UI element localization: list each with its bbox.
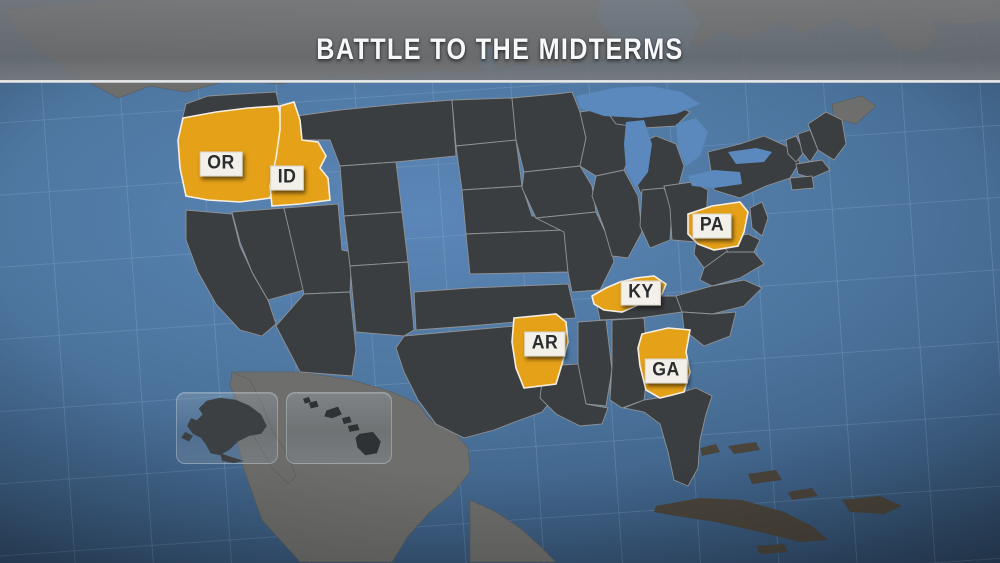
state-label-ky: KY — [620, 280, 662, 306]
inset-hawaii-map — [303, 396, 381, 456]
state-label-or: OR — [199, 151, 243, 177]
state-label-ga: GA — [644, 358, 688, 384]
page-title: BATTLE TO THE MIDTERMS — [316, 33, 684, 66]
state-label-pa: PA — [692, 213, 732, 239]
state-label-ar: AR — [524, 331, 566, 357]
inset-alaska[interactable] — [176, 392, 278, 464]
title-band: BATTLE TO THE MIDTERMS — [0, 0, 1000, 83]
state-label-id: ID — [270, 165, 304, 191]
inset-hawaii[interactable] — [286, 392, 392, 464]
inset-alaska-map — [181, 397, 267, 463]
